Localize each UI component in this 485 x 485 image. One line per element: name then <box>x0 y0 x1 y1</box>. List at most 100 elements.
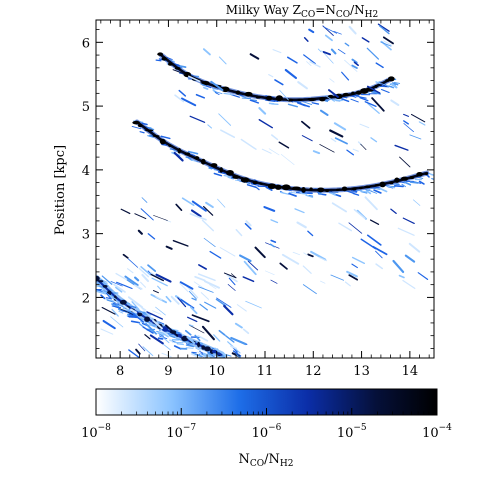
gas-streak <box>105 298 115 302</box>
gas-streak <box>203 205 214 216</box>
gas-streak <box>318 256 328 262</box>
gas-streak <box>207 124 213 129</box>
gas-streak <box>190 159 199 163</box>
x-tick-label: 13 <box>353 364 370 379</box>
gas-streak <box>300 193 308 195</box>
gas-streak <box>142 346 154 357</box>
dense-clump <box>137 124 143 128</box>
dense-clump <box>259 182 263 185</box>
gas-streak <box>188 75 201 83</box>
gas-streak <box>189 213 207 221</box>
gas-streak <box>323 26 338 34</box>
gas-streak <box>126 268 134 274</box>
gas-streak <box>209 250 222 259</box>
gas-streak <box>303 37 309 42</box>
gas-streak <box>203 237 216 248</box>
gas-streak <box>218 113 232 126</box>
gas-streak <box>189 115 206 123</box>
gas-streak <box>207 352 213 356</box>
gas-streak <box>236 304 247 312</box>
dense-clump <box>409 175 415 180</box>
gas-streak <box>397 227 415 236</box>
dense-clump <box>161 56 168 61</box>
gas-streak <box>203 86 209 90</box>
dense-clump <box>168 144 172 147</box>
gas-streak <box>214 91 223 95</box>
gas-streak <box>223 304 234 316</box>
dense-clump <box>96 275 100 282</box>
dense-clump <box>119 299 127 305</box>
gas-streak <box>390 99 400 106</box>
gas-streak <box>251 99 258 102</box>
gas-streak <box>271 134 279 141</box>
gas-streak <box>174 94 185 103</box>
gas-streak <box>193 281 207 291</box>
gas-streak <box>329 78 335 83</box>
gas-streak <box>111 303 120 308</box>
gas-streak <box>239 254 252 263</box>
y-tick-label: 6 <box>82 36 90 51</box>
gas-streak <box>197 335 209 342</box>
gas-streak <box>243 260 257 276</box>
gas-streak <box>303 54 316 65</box>
gas-streak <box>170 295 180 305</box>
plot-background <box>96 20 434 358</box>
gas-streak <box>151 277 168 287</box>
gas-streak <box>317 48 322 53</box>
gas-streak <box>249 53 260 60</box>
gas-streak <box>202 352 216 358</box>
gas-streak <box>140 307 153 319</box>
gas-streak <box>188 291 197 300</box>
gas-streak <box>392 259 405 274</box>
gas-streak <box>179 281 194 290</box>
gas-streak <box>378 25 390 35</box>
dense-clump <box>232 175 241 179</box>
gas-streak <box>338 222 353 232</box>
gas-streak <box>140 266 152 276</box>
gas-streak <box>106 299 116 304</box>
gas-streak <box>240 138 257 150</box>
gas-streak <box>223 92 233 96</box>
gas-streak <box>308 194 314 197</box>
gas-streak <box>329 191 337 196</box>
gas-streak <box>383 40 393 46</box>
gas-streak <box>346 149 354 156</box>
dense-clump <box>394 177 400 183</box>
gas-streak <box>178 89 187 97</box>
gas-streak <box>351 256 366 265</box>
gas-streak <box>147 233 156 240</box>
dense-clump <box>342 92 350 97</box>
colorbar-tick-label: 10−8 <box>81 423 111 441</box>
gas-streak <box>380 41 392 47</box>
gas-streak <box>270 239 277 243</box>
gas-streak <box>194 334 201 342</box>
gas-streak <box>146 311 164 320</box>
gas-streak <box>380 83 387 87</box>
y-axis-label: Position [kpc] <box>53 145 68 235</box>
gas-streak <box>130 320 141 324</box>
gas-streak <box>173 151 184 162</box>
gas-streak <box>348 222 363 234</box>
gas-streak <box>330 48 337 55</box>
gas-streak <box>198 264 207 270</box>
gas-streak <box>324 95 335 102</box>
dense-clump <box>400 176 409 181</box>
gas-streak <box>309 61 321 68</box>
y-tick-label: 2 <box>82 291 90 306</box>
gas-streak <box>341 98 350 103</box>
gas-streak <box>231 273 236 278</box>
gas-streak <box>279 262 288 270</box>
gas-streak <box>178 331 184 335</box>
dense-clump <box>374 183 379 187</box>
gas-streak <box>172 69 186 75</box>
colorbar-ticks: 10−8 10−7 10−6 10−5 10−4 <box>81 408 452 441</box>
gas-streak <box>175 203 183 212</box>
gas-streak <box>403 123 414 133</box>
gas-streak <box>120 208 131 215</box>
gas-streak <box>307 230 314 237</box>
gas-streak <box>194 275 206 282</box>
gas-streak <box>240 95 249 100</box>
x-tick-label: 12 <box>305 364 322 379</box>
gas-streak <box>160 329 170 337</box>
